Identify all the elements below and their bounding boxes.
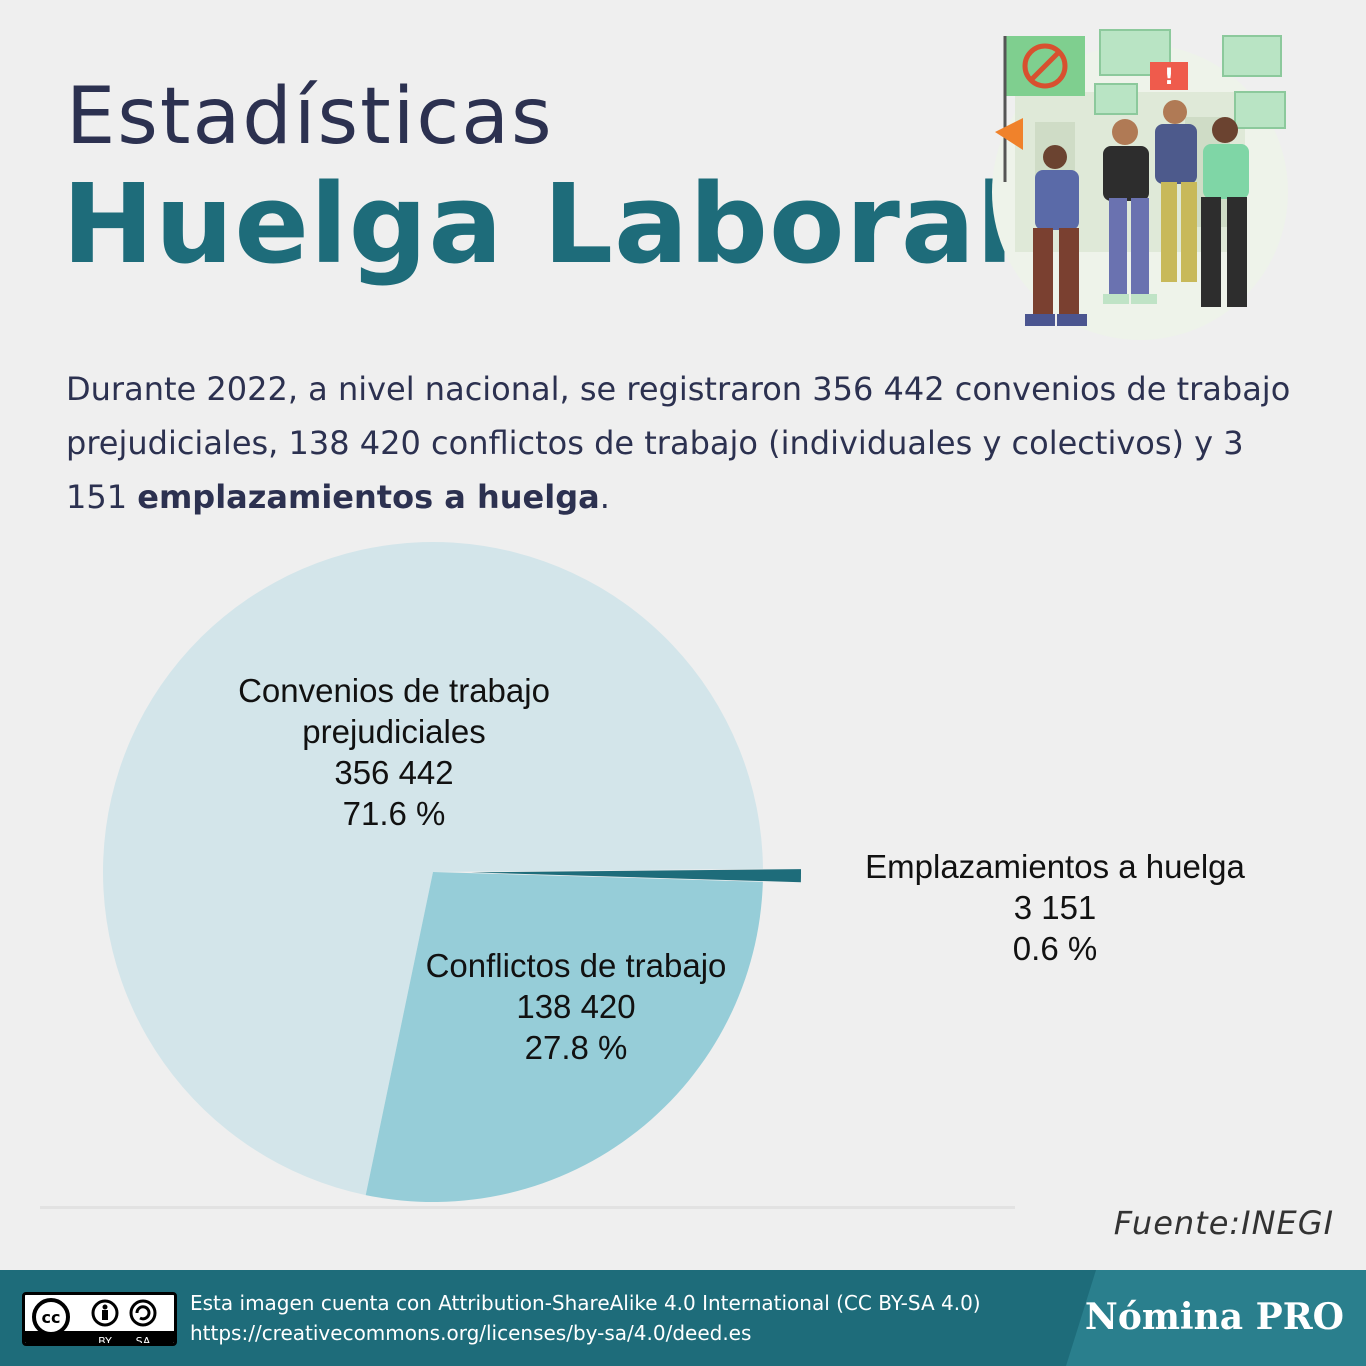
cc-by-sa-icon: cc BY SA <box>25 1295 174 1346</box>
pie-slice-emplazamientos <box>470 869 801 883</box>
pie-slice-convenios <box>102 542 763 1196</box>
label-convenios-line1: Convenios de trabajo <box>238 672 550 709</box>
label-conflictos-line1: Conflictos de trabajo <box>425 947 727 984</box>
sa-text: SA <box>136 1335 151 1346</box>
label-emplazamientos-percent: 0.6 % <box>1012 930 1098 967</box>
intro-paragraph: Durante 2022, a nivel nacional, se regis… <box>66 362 1296 524</box>
label-conflictos-value: 138 420 <box>516 988 636 1025</box>
pie-label-convenios: Convenios de trabajo prejudiciales 356 4… <box>238 670 550 834</box>
license-link[interactable]: https://creativecommons.org/licenses/by-… <box>190 1321 752 1345</box>
by-text: BY <box>98 1335 112 1346</box>
pie-slice-conflictos <box>365 872 763 1202</box>
intro-highlight: emplazamientos a huelga <box>137 478 600 516</box>
license-line1: Esta imagen cuenta con Attribution-Share… <box>190 1291 981 1315</box>
pie-label-conflictos: Conflictos de trabajo 138 420 27.8 % <box>426 945 727 1068</box>
pie-chart <box>102 542 801 1202</box>
source-label: Fuente:INEGI <box>1113 1204 1334 1242</box>
label-emplazamientos-value: 3 151 <box>1013 889 1097 926</box>
cc-license-badge[interactable]: cc BY SA <box>22 1292 177 1346</box>
footer-brand-background <box>1066 1270 1366 1366</box>
footer-bar: cc BY SA Esta imagen cuenta con Attribut… <box>0 1270 1366 1366</box>
svg-text:!: ! <box>1164 65 1174 90</box>
cc-text: cc <box>42 1308 61 1327</box>
title-line1: Estadísticas <box>66 72 554 162</box>
protest-illustration: ! <box>992 29 1288 340</box>
chart-baseline <box>40 1206 1015 1209</box>
pie-label-emplazamientos: Emplazamientos a huelga 3 151 0.6 % <box>865 846 1245 969</box>
label-convenios-value: 356 442 <box>334 754 454 791</box>
license-text: Esta imagen cuenta con Attribution-Share… <box>190 1288 981 1348</box>
brand-logo: Nómina PRO <box>1084 1296 1344 1338</box>
intro-text: Durante 2022, a nivel nacional, se regis… <box>66 370 1291 516</box>
label-emplazamientos-line1: Emplazamientos a huelga <box>865 848 1245 885</box>
label-convenios-percent: 71.6 % <box>342 795 446 832</box>
label-convenios-line2: prejudiciales <box>302 713 486 750</box>
title-line2: Huelga Laboral <box>62 160 1015 288</box>
intro-end: . <box>599 478 610 516</box>
label-conflictos-percent: 27.8 % <box>524 1029 628 1066</box>
